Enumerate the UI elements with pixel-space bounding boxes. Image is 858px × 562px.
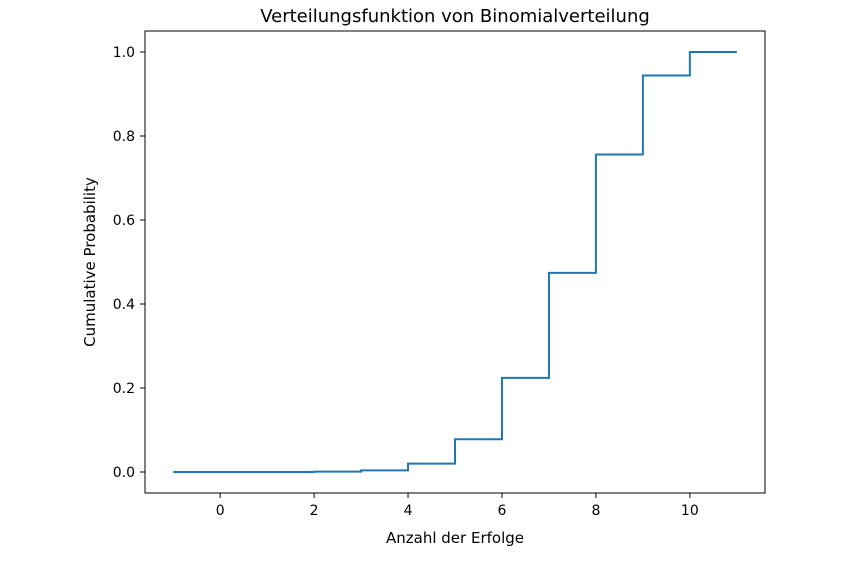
x-tick-label: 6 — [498, 503, 507, 519]
y-tick-label: 0.8 — [113, 129, 135, 145]
x-axis-ticks: 0 2 4 6 8 10 — [216, 493, 699, 519]
y-tick-label: 0.2 — [113, 381, 135, 397]
y-axis-label: Cumulative Probability — [81, 177, 99, 347]
y-tick-label: 0.6 — [113, 213, 135, 229]
y-axis-ticks: 0.0 0.2 0.4 0.6 0.8 1.0 — [113, 45, 145, 481]
plot-area — [173, 51, 737, 473]
y-tick-label: 0.0 — [113, 465, 135, 481]
x-tick-label: 2 — [310, 503, 319, 519]
x-tick-label: 0 — [216, 503, 225, 519]
x-tick-label: 8 — [591, 503, 600, 519]
y-tick-label: 0.4 — [113, 297, 135, 313]
chart-title: Verteilungsfunktion von Binomialverteilu… — [260, 6, 650, 27]
cdf-step-line — [173, 51, 737, 473]
x-tick-label: 4 — [404, 503, 413, 519]
x-axis-label: Anzahl der Erfolge — [386, 529, 524, 547]
axes-frame — [144, 30, 766, 494]
x-tick-label: 10 — [681, 503, 699, 519]
y-tick-label: 1.0 — [113, 45, 135, 61]
